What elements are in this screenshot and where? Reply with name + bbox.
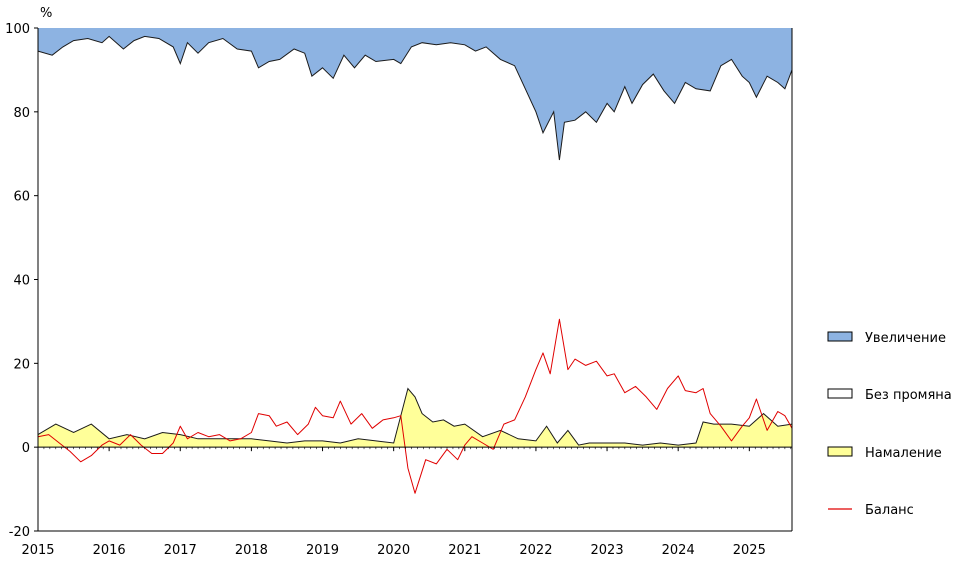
x-tick-label: 2015 bbox=[21, 543, 54, 558]
legend-swatch bbox=[827, 446, 853, 457]
legend: Увеличение Без промяна Намаление Баланс bbox=[827, 331, 952, 518]
x-tick-label: 2025 bbox=[733, 543, 766, 558]
x-tick-label: 2018 bbox=[235, 543, 268, 558]
y-tick-label: 20 bbox=[13, 357, 30, 372]
y-tick-label: 60 bbox=[13, 190, 30, 205]
y-axis-ticks: -20 0 20 40 60 80 100 bbox=[5, 22, 38, 540]
y-tick-label: 100 bbox=[5, 22, 30, 37]
balance-line bbox=[37, 318, 793, 494]
y-tick-label: 40 bbox=[13, 274, 30, 289]
x-tick-label: 2019 bbox=[306, 543, 339, 558]
x-tick-label: 2017 bbox=[164, 543, 197, 558]
legend-label: Увеличение bbox=[865, 331, 946, 346]
plot-area bbox=[37, 28, 793, 494]
y-tick-label: -20 bbox=[9, 525, 30, 540]
y-tick-label: 0 bbox=[22, 441, 30, 456]
decrease-boundary-line bbox=[37, 387, 793, 446]
legend-label: Баланс bbox=[865, 503, 914, 518]
legend-swatch bbox=[827, 388, 853, 399]
x-tick-label: 2021 bbox=[448, 543, 481, 558]
decrease-area bbox=[38, 388, 792, 448]
legend-label: Без промяна bbox=[865, 388, 952, 403]
x-tick-label: 2020 bbox=[377, 543, 410, 558]
x-tick-label: 2024 bbox=[662, 543, 695, 558]
x-tick-label: 2022 bbox=[519, 543, 552, 558]
increase-boundary-line bbox=[37, 35, 793, 161]
x-axis-ticks: 2015 2016 2017 2018 2019 2020 2021 2022 2023 2024… bbox=[21, 447, 792, 558]
legend-swatch bbox=[827, 331, 853, 342]
y-axis-unit-label: % bbox=[40, 6, 52, 21]
x-tick-label: 2023 bbox=[591, 543, 624, 558]
legend-label: Намаление bbox=[865, 446, 942, 461]
increase-area bbox=[38, 28, 792, 160]
x-tick-label: 2016 bbox=[93, 543, 126, 558]
y-tick-label: 80 bbox=[13, 106, 30, 121]
no-change-area bbox=[38, 36, 792, 446]
